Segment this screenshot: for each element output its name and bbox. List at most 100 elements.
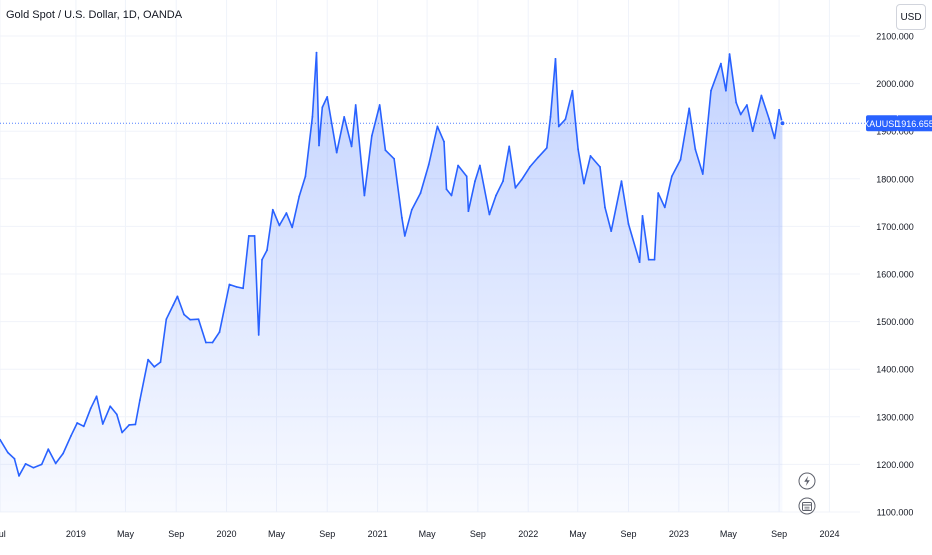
price-badge-value-bg bbox=[898, 115, 932, 132]
data-point bbox=[537, 156, 540, 159]
data-point bbox=[311, 116, 314, 118]
y-tick-label: 1700.000 bbox=[876, 222, 914, 232]
x-tick-label: 2020 bbox=[217, 529, 237, 539]
data-point bbox=[6, 451, 9, 454]
data-point bbox=[165, 318, 168, 321]
data-point bbox=[549, 116, 552, 118]
data-point bbox=[410, 208, 413, 211]
chart-title: Gold Spot / U.S. Dollar, 1D, OANDA bbox=[6, 9, 183, 21]
data-point bbox=[205, 341, 207, 344]
data-point bbox=[89, 407, 92, 410]
data-point bbox=[739, 113, 742, 116]
x-tick-label: Sep bbox=[470, 529, 486, 539]
last-price-marker bbox=[779, 120, 786, 127]
data-point bbox=[728, 53, 731, 55]
data-point bbox=[363, 194, 366, 197]
data-point bbox=[419, 192, 422, 194]
y-tick-label: 1800.000 bbox=[876, 174, 914, 184]
data-point bbox=[768, 118, 771, 121]
data-point bbox=[647, 258, 650, 261]
data-point bbox=[620, 180, 623, 183]
price-badge: XAUUSD 1916.655 bbox=[863, 115, 932, 132]
calendar-icon-circle bbox=[798, 497, 816, 515]
price-badge-value: 1916.655 bbox=[896, 119, 932, 129]
data-point bbox=[47, 448, 50, 451]
data-point bbox=[465, 175, 468, 178]
data-point bbox=[298, 195, 301, 198]
data-point bbox=[502, 180, 504, 183]
data-point bbox=[13, 457, 16, 460]
data-point bbox=[479, 164, 481, 167]
data-point bbox=[261, 258, 263, 261]
lightning-icon-bolt bbox=[804, 476, 810, 486]
data-point bbox=[370, 135, 373, 137]
data-point bbox=[724, 89, 727, 92]
x-tick-label: 2021 bbox=[368, 529, 388, 539]
data-point bbox=[604, 206, 606, 209]
data-point bbox=[583, 182, 585, 185]
data-point bbox=[694, 148, 697, 151]
series-line bbox=[0, 51, 784, 477]
data-point bbox=[735, 101, 738, 104]
area-layer bbox=[0, 51, 784, 512]
price-badge-symbol: XAUUSD bbox=[863, 119, 901, 129]
data-point bbox=[218, 331, 221, 333]
data-point bbox=[266, 249, 268, 252]
data-point bbox=[557, 125, 560, 128]
x-tick-label: Sep bbox=[319, 529, 335, 539]
data-point bbox=[76, 422, 79, 424]
data-point bbox=[82, 425, 85, 428]
x-tick-label: Jul bbox=[0, 529, 6, 539]
y-tick-label: 1900.000 bbox=[876, 127, 914, 137]
data-point bbox=[450, 194, 453, 197]
x-tick-label: 2024 bbox=[819, 529, 839, 539]
x-tick-label: May bbox=[268, 529, 286, 539]
data-point bbox=[242, 287, 244, 290]
data-point bbox=[321, 106, 324, 109]
data-point bbox=[760, 94, 763, 97]
data-point bbox=[436, 125, 439, 128]
data-point bbox=[653, 258, 656, 261]
area-fill bbox=[0, 52, 783, 512]
data-point bbox=[235, 285, 238, 288]
calendar-icon[interactable] bbox=[798, 497, 816, 515]
data-point bbox=[278, 224, 281, 227]
data-point bbox=[657, 192, 660, 194]
price-axis[interactable]: 1100.000 1200.000 1300.000 1400.000 1500.000… bbox=[876, 32, 914, 518]
data-point bbox=[109, 405, 112, 408]
data-point bbox=[589, 155, 592, 157]
y-tick-label: 1400.000 bbox=[876, 365, 914, 375]
data-point bbox=[545, 146, 548, 149]
data-point bbox=[627, 223, 630, 225]
data-point bbox=[427, 163, 430, 166]
data-point bbox=[343, 116, 346, 118]
data-point bbox=[211, 341, 214, 344]
x-tick-label: May bbox=[117, 529, 135, 539]
data-point bbox=[495, 194, 497, 197]
data-point bbox=[318, 144, 320, 147]
data-point bbox=[138, 399, 141, 402]
data-point bbox=[488, 213, 491, 216]
data-point bbox=[326, 96, 329, 98]
data-point bbox=[701, 173, 704, 175]
data-point bbox=[291, 226, 294, 229]
data-point bbox=[134, 423, 137, 426]
data-point bbox=[183, 313, 185, 316]
data-point bbox=[467, 210, 470, 213]
data-point bbox=[520, 178, 523, 181]
time-axis[interactable]: Jul 2019 May Sep 2020 May Sep 2021 May Sep 2022 May… bbox=[0, 529, 839, 539]
lightning-icon[interactable] bbox=[798, 472, 816, 490]
x-tick-label: Sep bbox=[620, 529, 636, 539]
data-point bbox=[599, 166, 601, 168]
data-point bbox=[564, 118, 567, 121]
data-point bbox=[40, 463, 43, 466]
data-point bbox=[720, 62, 722, 65]
data-point bbox=[401, 216, 403, 219]
data-point bbox=[0, 438, 1, 441]
data-point bbox=[32, 466, 35, 469]
data-point bbox=[778, 108, 781, 111]
price-badge-symbol-bg bbox=[866, 115, 898, 132]
currency-button[interactable]: USD bbox=[896, 4, 926, 30]
